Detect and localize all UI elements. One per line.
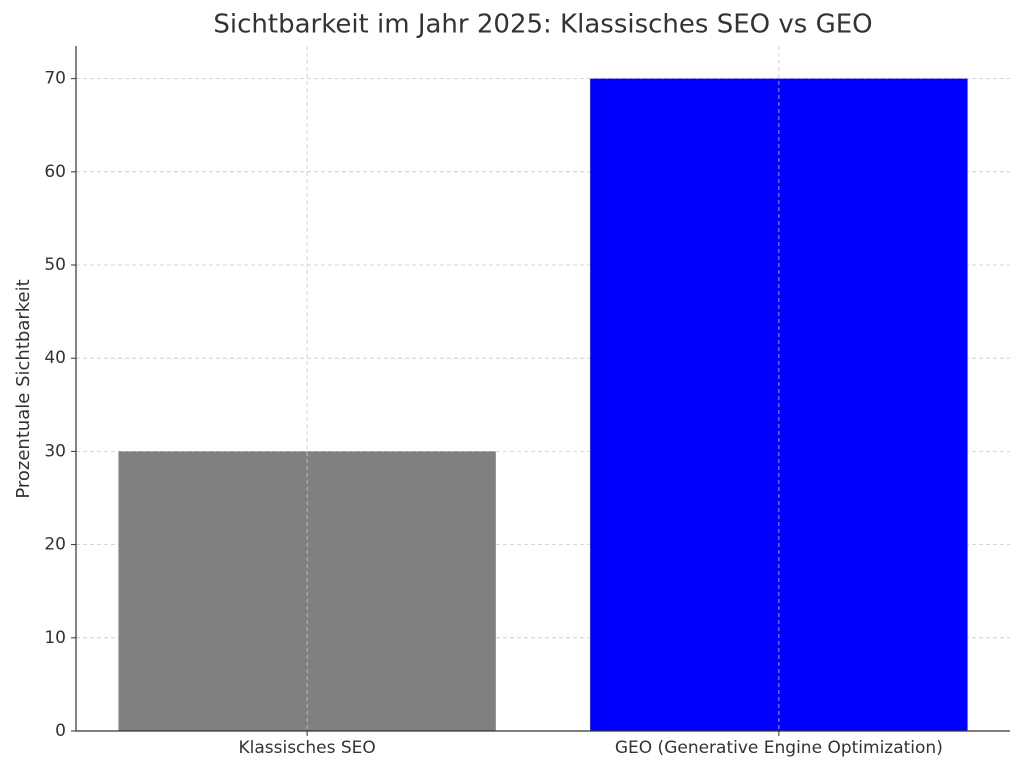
y-tick-label: 60 (44, 162, 66, 182)
chart-title: Sichtbarkeit im Jahr 2025: Klassisches S… (213, 10, 872, 40)
y-tick-label: 0 (55, 721, 66, 741)
y-tick-label: 10 (44, 628, 66, 648)
y-tick-label: 40 (44, 348, 66, 368)
y-tick-label: 20 (44, 535, 66, 555)
bar (118, 451, 496, 731)
y-tick-label: 50 (44, 255, 66, 275)
y-tick-label: 70 (44, 69, 66, 89)
x-tick-label: Klassisches SEO (238, 738, 375, 758)
x-tick-label: GEO (Generative Engine Optimization) (615, 738, 943, 758)
y-axis-label: Prozentuale Sichtbarkeit (13, 279, 34, 498)
y-tick-label: 30 (44, 441, 66, 461)
